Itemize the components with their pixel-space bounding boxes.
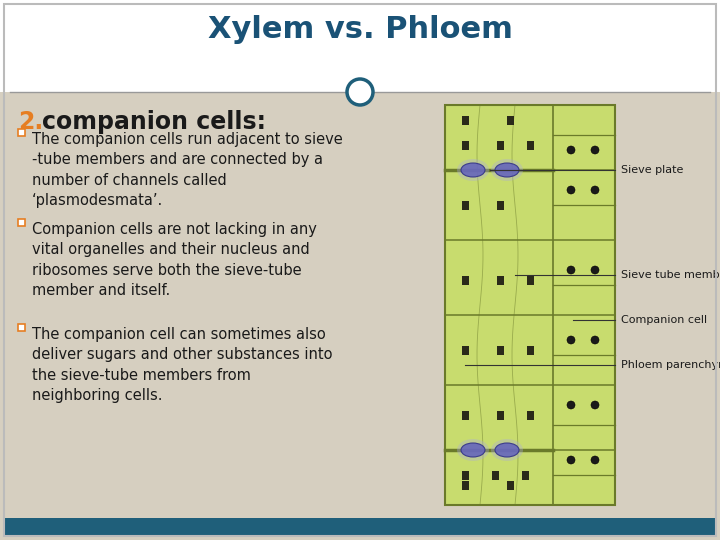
- Text: Phloem parenchyma: Phloem parenchyma: [621, 360, 720, 370]
- Bar: [462, 276, 469, 285]
- Bar: [462, 346, 469, 355]
- Bar: [526, 346, 534, 355]
- Text: Xylem vs. Phloem: Xylem vs. Phloem: [207, 16, 513, 44]
- Bar: [526, 276, 534, 285]
- Bar: [506, 116, 513, 125]
- Bar: [0, 0, 720, 92]
- Ellipse shape: [491, 159, 523, 181]
- Ellipse shape: [495, 443, 519, 457]
- Bar: [506, 481, 513, 490]
- Text: Companion cells are not lacking in any
vital organelles and their nucleus and
ri: Companion cells are not lacking in any v…: [32, 222, 317, 298]
- Ellipse shape: [457, 439, 489, 461]
- Circle shape: [567, 336, 575, 344]
- Ellipse shape: [461, 163, 485, 177]
- Text: 2.: 2.: [18, 110, 43, 134]
- Circle shape: [567, 266, 575, 274]
- Text: The companion cell can sometimes also
deliver sugars and other substances into
t: The companion cell can sometimes also de…: [32, 327, 333, 403]
- Bar: [497, 276, 503, 285]
- Bar: [462, 471, 469, 480]
- Ellipse shape: [491, 439, 523, 461]
- Bar: [462, 201, 469, 210]
- Circle shape: [591, 401, 599, 409]
- Ellipse shape: [495, 163, 519, 177]
- Circle shape: [567, 186, 575, 194]
- Circle shape: [347, 79, 373, 105]
- Text: Sieve plate: Sieve plate: [621, 165, 683, 175]
- Ellipse shape: [461, 443, 485, 457]
- Circle shape: [567, 401, 575, 409]
- Bar: [4, 518, 716, 536]
- Text: Sieve tube member: Sieve tube member: [621, 270, 720, 280]
- Bar: [521, 471, 528, 480]
- Bar: [492, 471, 498, 480]
- Circle shape: [591, 266, 599, 274]
- Bar: [497, 141, 503, 150]
- Bar: [445, 105, 615, 505]
- Bar: [462, 116, 469, 125]
- Bar: [18, 129, 25, 136]
- Circle shape: [591, 456, 599, 464]
- Bar: [497, 346, 503, 355]
- Bar: [526, 411, 534, 420]
- Circle shape: [591, 336, 599, 344]
- Bar: [526, 141, 534, 150]
- Bar: [462, 481, 469, 490]
- Bar: [4, 92, 716, 518]
- Circle shape: [567, 146, 575, 154]
- Bar: [462, 411, 469, 420]
- Bar: [497, 201, 503, 210]
- Bar: [497, 411, 503, 420]
- Text: companion cells:: companion cells:: [42, 110, 266, 134]
- Circle shape: [567, 456, 575, 464]
- Ellipse shape: [457, 159, 489, 181]
- Bar: [462, 141, 469, 150]
- Text: The companion cells run adjacent to sieve
-tube members and are connected by a
n: The companion cells run adjacent to siev…: [32, 132, 343, 208]
- Bar: [18, 324, 25, 331]
- Bar: [18, 219, 25, 226]
- Circle shape: [591, 146, 599, 154]
- Circle shape: [591, 186, 599, 194]
- Text: Companion cell: Companion cell: [621, 315, 707, 325]
